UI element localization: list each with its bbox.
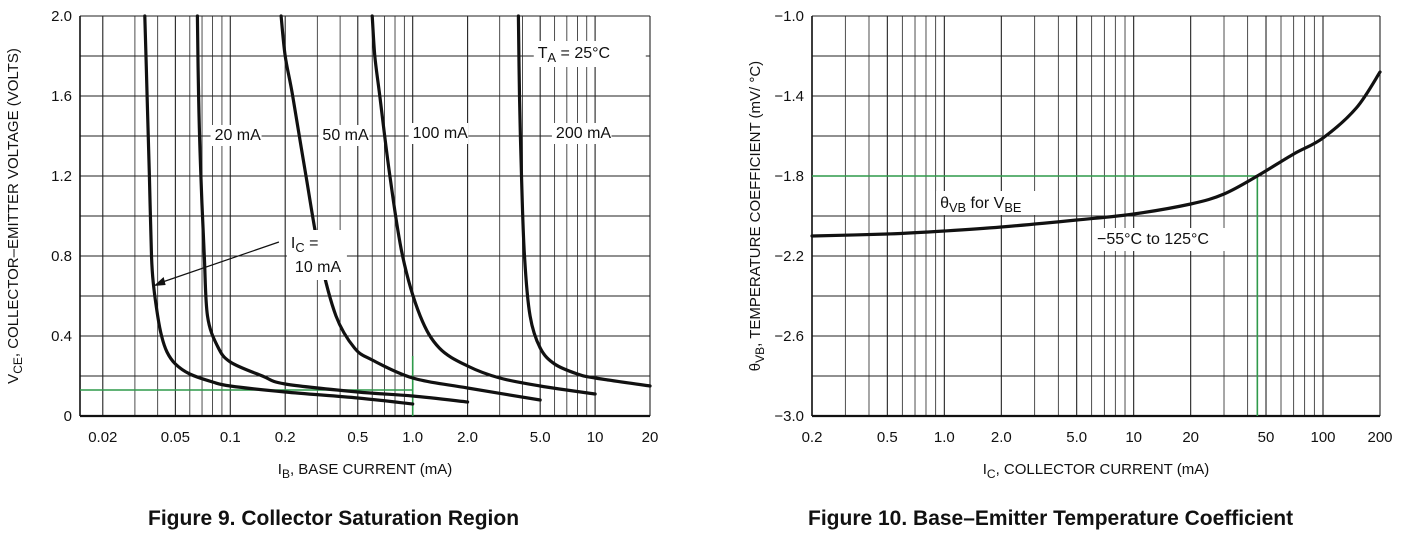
x-tick-label: 0.2: [802, 429, 823, 446]
y-tick-label: 2.0: [51, 8, 72, 25]
series-label: θVB for VBE: [940, 195, 1021, 215]
series-label-bg: [551, 123, 612, 144]
collector-current-label: IC =: [291, 235, 319, 255]
x-tick-label: 5.0: [530, 429, 551, 446]
y-tick-label: −1.0: [774, 8, 804, 25]
y-tick-label: −1.8: [774, 168, 804, 185]
x-axis-label: IB, BASE CURRENT (mA): [278, 461, 452, 481]
collector-current-value: 10 mA: [295, 259, 342, 276]
x-tick-label: 0.5: [347, 429, 368, 446]
series-line-1-2: [195, 14, 470, 404]
x-axis-label: IC, COLLECTOR CURRENT (mA): [983, 461, 1209, 481]
x-tick-label: 0.2: [275, 429, 296, 446]
y-tick-label: 0: [64, 408, 72, 425]
chart-2: 0.2 0.5 1.0 2.0 5.0 10 20 50 100 200 −3.0 −2.6 −2.2 −…: [747, 8, 1393, 481]
y-axis-label: VCE, COLLECTOR–EMITTER VOLTAGE (VOLTS): [5, 48, 25, 384]
x-tick-label: 20: [642, 429, 659, 446]
y-tick-label: −3.0: [774, 408, 804, 425]
x-tick-label: 50: [1258, 429, 1275, 446]
series-label: 50 mA: [322, 127, 369, 144]
x-tick-label: 0.05: [161, 429, 190, 446]
y-tick-label: −1.4: [774, 88, 804, 105]
chart-1: 0.02 0.05 0.1 0.2 0.5 1.0 2.0 5.0 10 20 0 0.4 0.8 1.2…: [5, 8, 658, 481]
series-label-bg: [408, 123, 469, 144]
y-axis-label: θVB, TEMPERATURE COEFFICIENT (mV/ °C): [747, 61, 767, 371]
callout-arrow-line: [159, 241, 280, 284]
x-tick-label: 2.0: [457, 429, 478, 446]
x-tick-label: 100: [1310, 429, 1335, 446]
series-line-1-1: [143, 14, 415, 406]
figure-10-caption: Figure 10. Base–Emitter Temperature Coef…: [808, 507, 1294, 530]
x-tick-label: 1.0: [934, 429, 955, 446]
series-label: 200 mA: [556, 125, 611, 142]
y-tick-label: −2.6: [774, 328, 804, 345]
series-line-1-3: [279, 14, 542, 402]
callout-arrow-head: [153, 277, 166, 286]
temperature-annotation: TA = 25°C: [538, 45, 610, 65]
x-tick-label: 5.0: [1066, 429, 1087, 446]
series-line-2-1: [810, 70, 1382, 238]
range-label-bg: [1092, 228, 1231, 251]
x-tick-label: 10: [587, 429, 604, 446]
y-tick-label: −2.2: [774, 248, 804, 265]
arrow-label-bg: [286, 230, 347, 280]
series-line-1-4: [370, 14, 597, 396]
figure-9-caption: Figure 9. Collector Saturation Region: [148, 507, 520, 530]
x-tick-label: 20: [1182, 429, 1199, 446]
x-tick-label: 200: [1367, 429, 1392, 446]
series-label-bg: [936, 191, 1055, 215]
x-tick-label: 1.0: [402, 429, 423, 446]
series-label: 100 mA: [413, 125, 468, 142]
y-tick-label: 0.8: [51, 248, 72, 265]
y-tick-label: 1.2: [51, 168, 72, 185]
x-tick-label: 0.02: [88, 429, 117, 446]
temperature-range-label: −55°C to 125°C: [1097, 231, 1209, 248]
y-tick-label: 0.4: [51, 328, 72, 345]
x-tick-label: 2.0: [991, 429, 1012, 446]
x-tick-label: 10: [1125, 429, 1142, 446]
series-label-bg: [210, 125, 262, 146]
y-tick-label: 1.6: [51, 88, 72, 105]
x-tick-label: 0.5: [877, 429, 898, 446]
grid-lines: [811, 15, 1381, 417]
series-label: 20 mA: [215, 127, 262, 144]
series-label-bg: [318, 125, 370, 146]
x-tick-label: 0.1: [220, 429, 241, 446]
series-line-1-5: [516, 14, 652, 388]
annotation-bg: [533, 41, 646, 67]
